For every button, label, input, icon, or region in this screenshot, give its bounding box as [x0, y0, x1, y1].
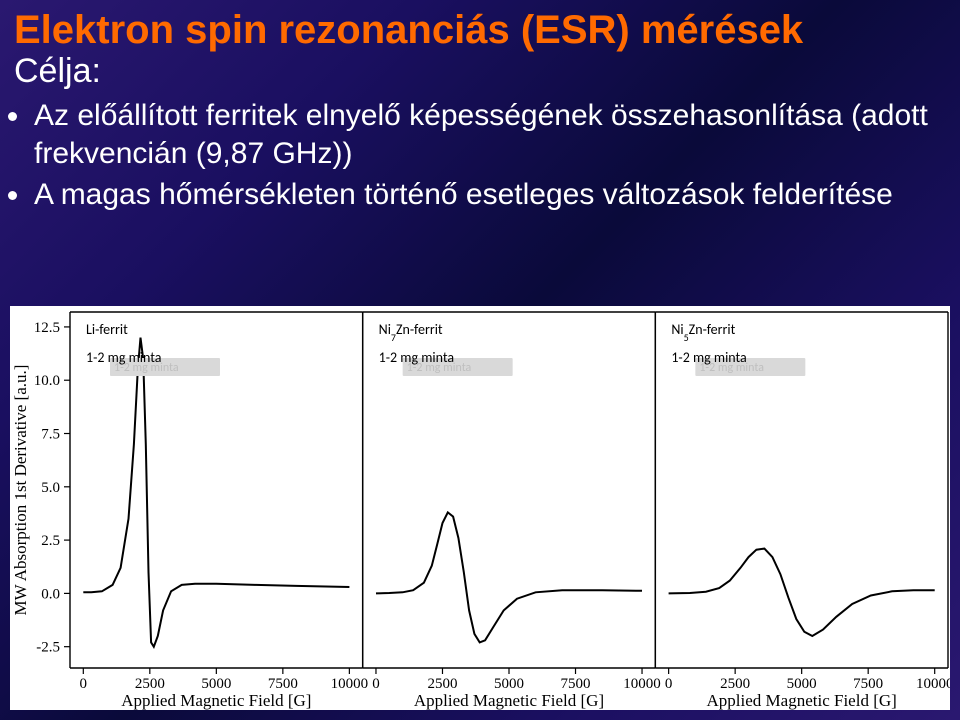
svg-text:Li-ferrit: Li-ferrit [86, 321, 128, 338]
svg-text:5000: 5000 [494, 676, 524, 692]
svg-text:10.0: 10.0 [34, 373, 60, 389]
esr-chart: -2.5 0.0 2.5 5.0 7.5 10.0 12.5 MW Absorption 1s… [10, 306, 950, 710]
svg-text:7500: 7500 [561, 676, 591, 692]
svg-text:0: 0 [80, 676, 88, 692]
svg-text:10000: 10000 [623, 676, 661, 692]
bullet-item: A magas hőmérsékleten történő esetleges … [32, 176, 960, 214]
bullet-item: Az előállított ferritek elnyelő képesség… [32, 97, 960, 172]
svg-text:2.5: 2.5 [41, 533, 60, 549]
bullet-list: Az előállított ferritek elnyelő képesség… [32, 97, 960, 214]
svg-text:2500: 2500 [135, 676, 165, 692]
svg-text:1-2 mg minta: 1-2 mg minta [699, 361, 764, 375]
svg-text:1-2 mg minta: 1-2 mg minta [407, 361, 472, 375]
svg-text:2500: 2500 [427, 676, 457, 692]
svg-text:0: 0 [665, 676, 673, 692]
svg-text:7500: 7500 [268, 676, 298, 692]
slide-subtitle: Célja: [0, 52, 960, 93]
svg-text:Ni7Zn-ferrit: Ni7Zn-ferrit [379, 321, 443, 344]
svg-text:0.0: 0.0 [41, 586, 60, 602]
svg-text:Applied Magnetic Field [G]: Applied Magnetic Field [G] [414, 691, 604, 710]
slide-title: Elektron spin rezonanciás (ESR) mérések [0, 0, 960, 52]
svg-text:7500: 7500 [853, 676, 883, 692]
svg-text:5000: 5000 [201, 676, 231, 692]
svg-text:Applied Magnetic Field [G]: Applied Magnetic Field [G] [121, 691, 311, 710]
svg-text:7.5: 7.5 [41, 427, 60, 443]
svg-text:MW Absorption 1st Derivative [: MW Absorption 1st Derivative [a.u.] [11, 365, 30, 616]
svg-text:1-2 mg minta: 1-2 mg minta [114, 361, 179, 375]
svg-text:-2.5: -2.5 [36, 640, 60, 656]
svg-text:5000: 5000 [787, 676, 817, 692]
svg-text:12.5: 12.5 [34, 320, 60, 336]
svg-text:5.0: 5.0 [41, 480, 60, 496]
svg-text:10000: 10000 [916, 676, 950, 692]
svg-text:10000: 10000 [331, 676, 369, 692]
svg-text:Applied Magnetic Field [G]: Applied Magnetic Field [G] [707, 691, 897, 710]
svg-text:0: 0 [372, 676, 380, 692]
svg-text:Ni5Zn-ferrit: Ni5Zn-ferrit [671, 321, 735, 344]
svg-text:2500: 2500 [720, 676, 750, 692]
